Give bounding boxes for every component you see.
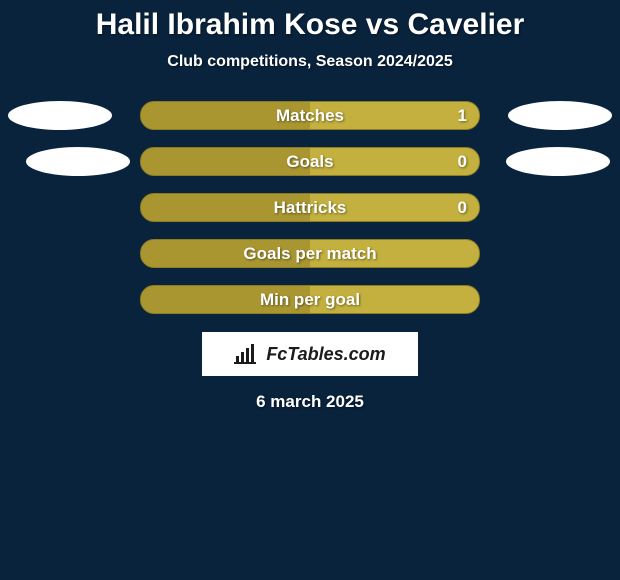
right-ellipse [506,147,610,176]
right-ellipse [508,101,612,130]
comparison-infographic: Halil Ibrahim Kose vs Cavelier Club comp… [0,0,620,580]
bar-label: Goals [286,152,333,172]
bar-bg: Goals per match [140,239,480,268]
bar-row: Goals per match [0,239,620,268]
subtitle: Club competitions, Season 2024/2025 [0,53,620,71]
barchart-icon [234,344,260,364]
date-text: 6 march 2025 [0,392,620,412]
bar-value-right: 0 [458,198,467,218]
bar-bg: Min per goal [140,285,480,314]
bar-label: Goals per match [243,244,376,264]
bar-row: Matches 1 [0,101,620,130]
bar-row: Hattricks 0 [0,193,620,222]
bar-row: Min per goal [0,285,620,314]
bar-value-right: 1 [458,106,467,126]
bar-row: Goals 0 [0,147,620,176]
logo-box: FcTables.com [202,332,418,376]
bar-label: Hattricks [274,198,347,218]
logo-text: FcTables.com [266,344,385,365]
left-ellipse [26,147,130,176]
bar-list: Matches 1 Goals 0 Hattricks 0 Goals per match M… [0,101,620,314]
bar-bg: Matches 1 [140,101,480,130]
bar-label: Matches [276,106,344,126]
bar-label: Min per goal [260,290,360,310]
bar-fill [310,148,480,175]
bar-value-right: 0 [458,152,467,172]
left-ellipse [8,101,112,130]
bar-bg: Hattricks 0 [140,193,480,222]
page-title: Halil Ibrahim Kose vs Cavelier [0,0,620,41]
bar-bg: Goals 0 [140,147,480,176]
